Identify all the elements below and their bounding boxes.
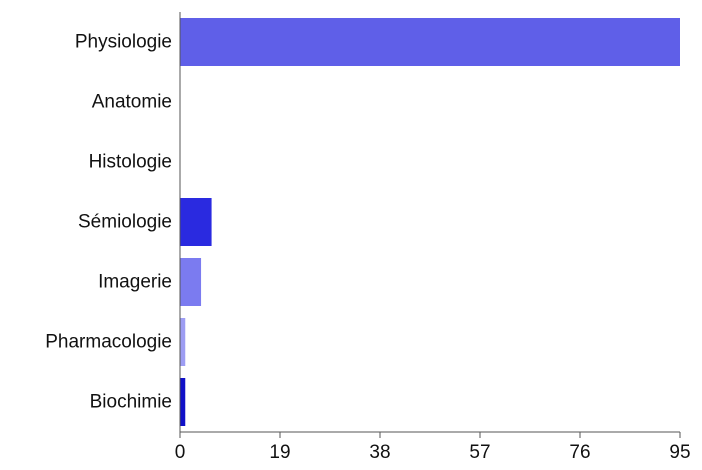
x-tick-label-19: 19 [269,442,290,463]
bar-pharmacologie [180,318,186,366]
category-label-biochimie: Biochimie [90,392,172,413]
bar-physiologie [180,18,680,66]
x-tick-label-76: 76 [569,442,590,463]
category-label-physiologie: Physiologie [75,32,172,53]
category-label-histologie: Histologie [89,152,172,173]
bars-group [180,18,680,426]
category-label-semiologie: Sémiologie [78,212,172,233]
bar-semiologie [180,198,212,246]
x-axis-ticks: 0 19 38 57 76 95 [175,432,691,463]
x-tick-label-38: 38 [369,442,390,463]
category-label-anatomie: Anatomie [92,92,172,113]
x-tick-label-57: 57 [469,442,490,463]
category-label-pharmacologie: Pharmacologie [45,332,172,353]
category-labels: Physiologie Anatomie Histologie Sémiologie I… [45,32,172,413]
bar-biochimie [180,378,186,426]
category-label-imagerie: Imagerie [98,272,172,293]
bar-imagerie [180,258,202,306]
x-tick-label-95: 95 [669,442,690,463]
x-tick-label-0: 0 [175,442,186,463]
